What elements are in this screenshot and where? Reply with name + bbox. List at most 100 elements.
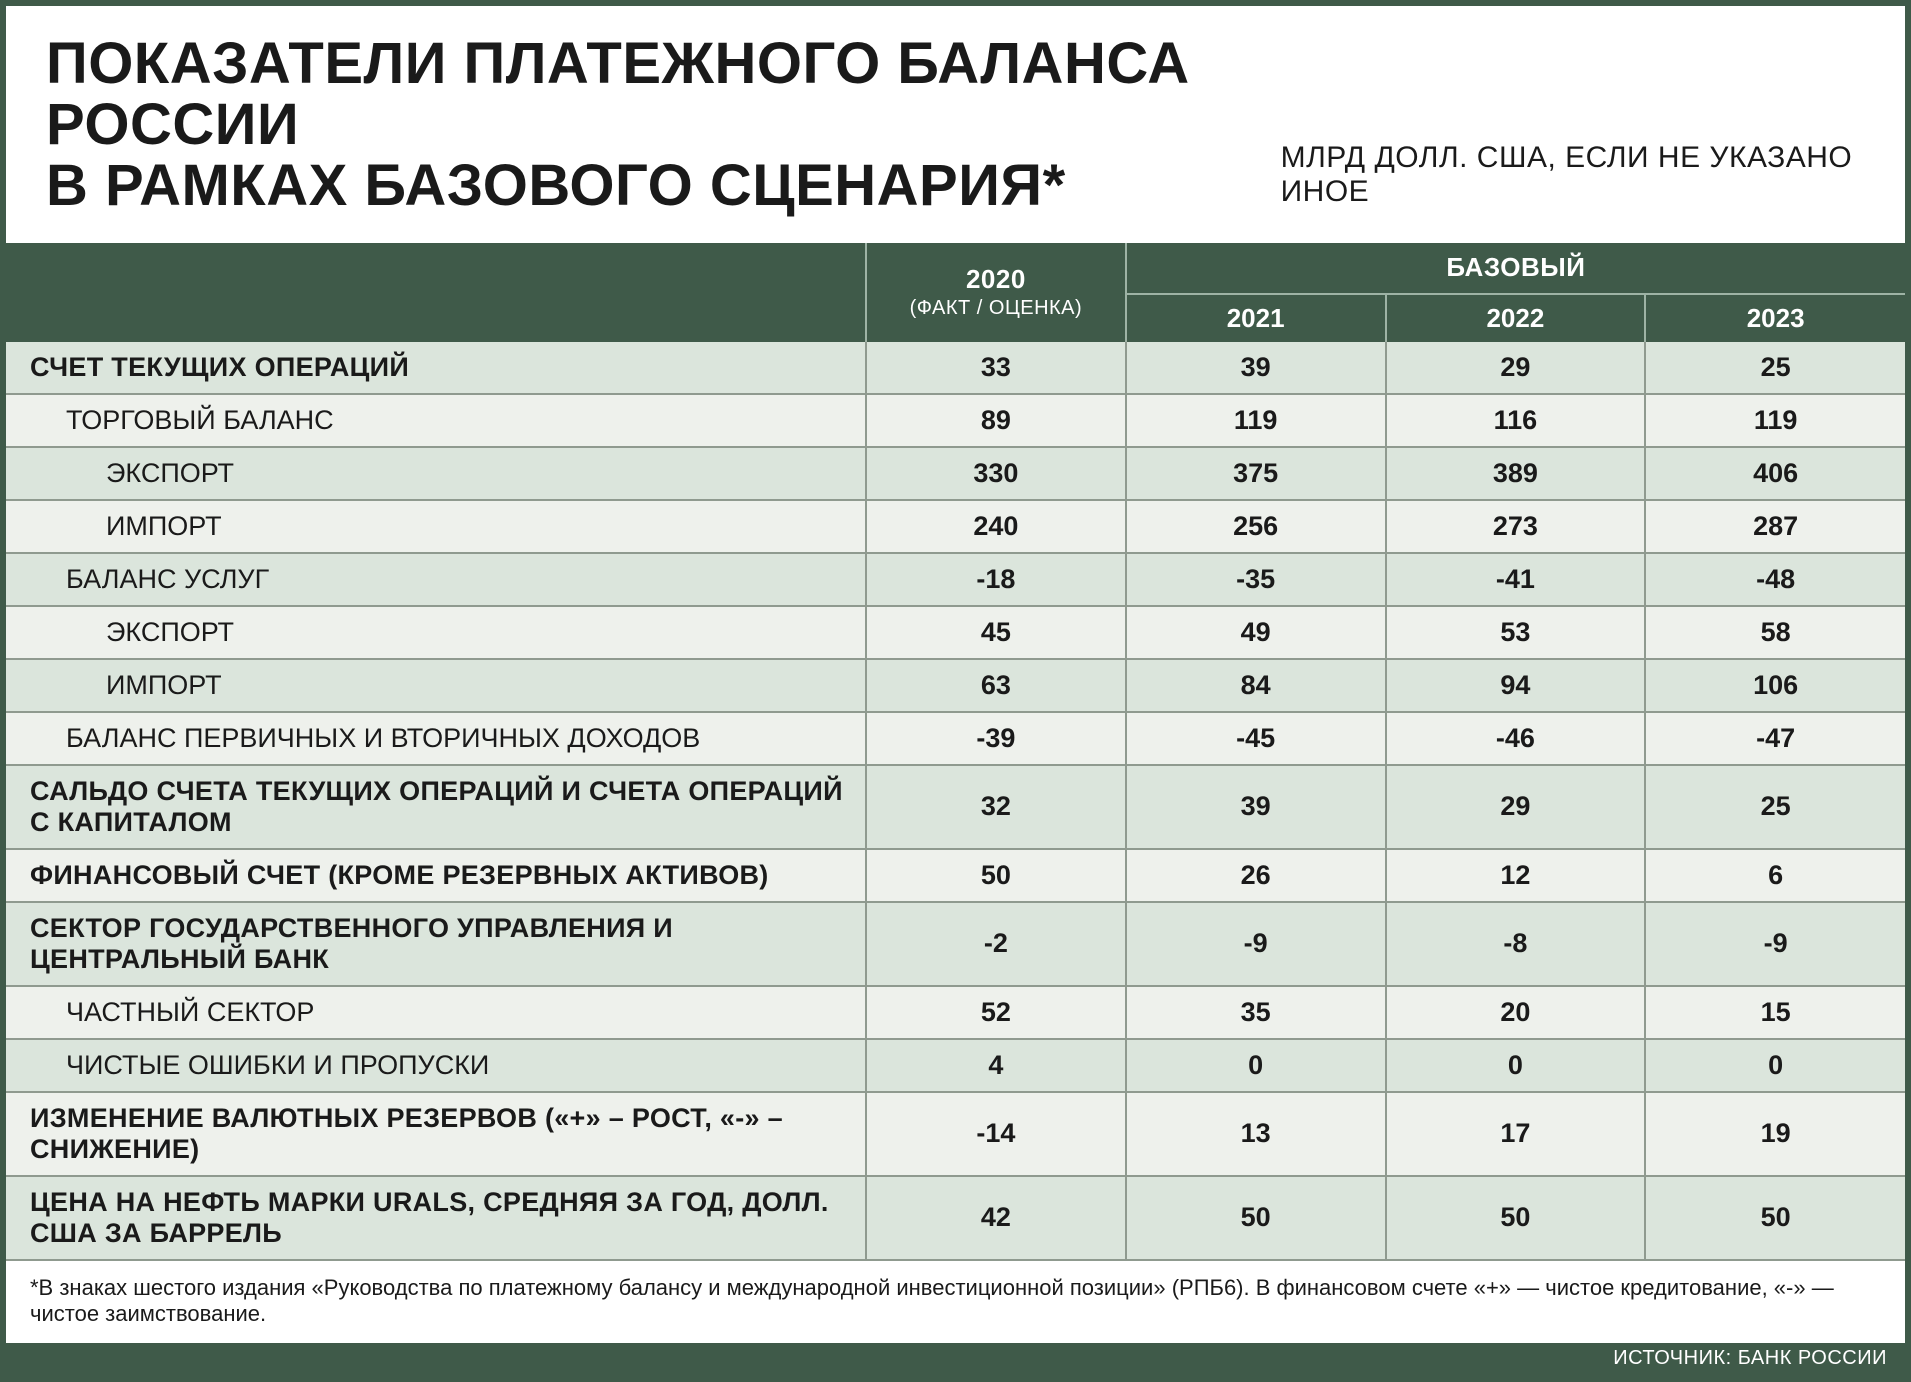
cell-value: -14 [866, 1092, 1126, 1176]
col-base: БАЗОВЫЙ [1126, 243, 1905, 294]
cell-value: 42 [866, 1176, 1126, 1259]
cell-value: -9 [1645, 902, 1905, 986]
cell-value: 29 [1386, 342, 1646, 394]
row-label: ТОРГОВЫЙ БАЛАНС [6, 394, 866, 447]
cell-value: 0 [1645, 1039, 1905, 1092]
col-2020-label: 2020 [966, 264, 1026, 294]
cell-value: -47 [1645, 712, 1905, 765]
table-row: ЧАСТНЫЙ СЕКТОР52352015 [6, 986, 1905, 1039]
cell-value: 273 [1386, 500, 1646, 553]
table-row: ТОРГОВЫЙ БАЛАНС89119116119 [6, 394, 1905, 447]
col-2020-sub: (ФАКТ / ОЦЕНКА) [871, 297, 1121, 320]
table-row: ИЗМЕНЕНИЕ ВАЛЮТНЫХ РЕЗЕРВОВ («+» – РОСТ,… [6, 1092, 1905, 1176]
header-blank [6, 243, 866, 342]
cell-value: -9 [1126, 902, 1386, 986]
table-row: БАЛАНС УСЛУГ-18-35-41-48 [6, 553, 1905, 606]
table-frame: ПОКАЗАТЕЛИ ПЛАТЕЖНОГО БАЛАНСА РОССИИ В Р… [0, 0, 1911, 1382]
footnote: *В знаках шестого издания «Руководства п… [6, 1259, 1905, 1343]
cell-value: 25 [1645, 342, 1905, 394]
source-label: ИСТОЧНИК: БАНК РОССИИ [6, 1343, 1905, 1376]
cell-value: 89 [866, 394, 1126, 447]
table-row: ЦЕНА НА НЕФТЬ МАРКИ URALS, СРЕДНЯЯ ЗА ГО… [6, 1176, 1905, 1259]
col-2020: 2020 (ФАКТ / ОЦЕНКА) [866, 243, 1126, 342]
cell-value: 63 [866, 659, 1126, 712]
cell-value: 52 [866, 986, 1126, 1039]
cell-value: -46 [1386, 712, 1646, 765]
balance-table: 2020 (ФАКТ / ОЦЕНКА) БАЗОВЫЙ 2021 2022 2… [6, 243, 1905, 1259]
cell-value: 39 [1126, 765, 1386, 849]
cell-value: 33 [866, 342, 1126, 394]
row-label: СЕКТОР ГОСУДАРСТВЕННОГО УПРАВЛЕНИЯ И ЦЕН… [6, 902, 866, 986]
cell-value: 389 [1386, 447, 1646, 500]
row-label: ЦЕНА НА НЕФТЬ МАРКИ URALS, СРЕДНЯЯ ЗА ГО… [6, 1176, 866, 1259]
cell-value: -8 [1386, 902, 1646, 986]
cell-value: 330 [866, 447, 1126, 500]
cell-value: 256 [1126, 500, 1386, 553]
row-label: ФИНАНСОВЫЙ СЧЕТ (КРОМЕ РЕЗЕРВНЫХ АКТИВОВ… [6, 849, 866, 902]
table-row: ИМПОРТ240256273287 [6, 500, 1905, 553]
cell-value: 119 [1126, 394, 1386, 447]
cell-value: 17 [1386, 1092, 1646, 1176]
cell-value: 0 [1386, 1039, 1646, 1092]
cell-value: 406 [1645, 447, 1905, 500]
cell-value: -2 [866, 902, 1126, 986]
row-label: ИМПОРТ [6, 500, 866, 553]
table-row: ИМПОРТ638494106 [6, 659, 1905, 712]
cell-value: 119 [1645, 394, 1905, 447]
row-label: ЧАСТНЫЙ СЕКТОР [6, 986, 866, 1039]
title-line-2: В РАМКАХ БАЗОВОГО СЦЕНАРИЯ* [46, 153, 1066, 218]
cell-value: -45 [1126, 712, 1386, 765]
cell-value: 106 [1645, 659, 1905, 712]
row-label: ЭКСПОРТ [6, 447, 866, 500]
header: ПОКАЗАТЕЛИ ПЛАТЕЖНОГО БАЛАНСА РОССИИ В Р… [6, 6, 1905, 243]
table-row: СЕКТОР ГОСУДАРСТВЕННОГО УПРАВЛЕНИЯ И ЦЕН… [6, 902, 1905, 986]
cell-value: 39 [1126, 342, 1386, 394]
cell-value: 49 [1126, 606, 1386, 659]
table-row: ЭКСПОРТ330375389406 [6, 447, 1905, 500]
cell-value: 35 [1126, 986, 1386, 1039]
cell-value: 15 [1645, 986, 1905, 1039]
cell-value: 25 [1645, 765, 1905, 849]
cell-value: 20 [1386, 986, 1646, 1039]
cell-value: -18 [866, 553, 1126, 606]
row-label: ИЗМЕНЕНИЕ ВАЛЮТНЫХ РЕЗЕРВОВ («+» – РОСТ,… [6, 1092, 866, 1176]
col-2023: 2023 [1645, 294, 1905, 342]
page-title: ПОКАЗАТЕЛИ ПЛАТЕЖНОГО БАЛАНСА РОССИИ В Р… [46, 34, 1281, 217]
row-label: ЭКСПОРТ [6, 606, 866, 659]
col-2022: 2022 [1386, 294, 1646, 342]
cell-value: 32 [866, 765, 1126, 849]
cell-value: 50 [866, 849, 1126, 902]
title-line-1: ПОКАЗАТЕЛИ ПЛАТЕЖНОГО БАЛАНСА РОССИИ [46, 31, 1190, 157]
cell-value: 116 [1386, 394, 1646, 447]
cell-value: 19 [1645, 1092, 1905, 1176]
cell-value: 50 [1645, 1176, 1905, 1259]
row-label: ИМПОРТ [6, 659, 866, 712]
table-row: САЛЬДО СЧЕТА ТЕКУЩИХ ОПЕРАЦИЙ И СЧЕТА ОП… [6, 765, 1905, 849]
cell-value: 50 [1386, 1176, 1646, 1259]
table-row: ФИНАНСОВЫЙ СЧЕТ (КРОМЕ РЕЗЕРВНЫХ АКТИВОВ… [6, 849, 1905, 902]
cell-value: 12 [1386, 849, 1646, 902]
cell-value: -48 [1645, 553, 1905, 606]
table-row: БАЛАНС ПЕРВИЧНЫХ И ВТОРИЧНЫХ ДОХОДОВ-39-… [6, 712, 1905, 765]
row-label: СЧЕТ ТЕКУЩИХ ОПЕРАЦИЙ [6, 342, 866, 394]
cell-value: 94 [1386, 659, 1646, 712]
row-label: САЛЬДО СЧЕТА ТЕКУЩИХ ОПЕРАЦИЙ И СЧЕТА ОП… [6, 765, 866, 849]
cell-value: 13 [1126, 1092, 1386, 1176]
table-row: ЭКСПОРТ45495358 [6, 606, 1905, 659]
cell-value: 4 [866, 1039, 1126, 1092]
table-row: ЧИСТЫЕ ОШИБКИ И ПРОПУСКИ4000 [6, 1039, 1905, 1092]
col-2021: 2021 [1126, 294, 1386, 342]
cell-value: 58 [1645, 606, 1905, 659]
cell-value: -39 [866, 712, 1126, 765]
cell-value: 53 [1386, 606, 1646, 659]
cell-value: 240 [866, 500, 1126, 553]
cell-value: 45 [866, 606, 1126, 659]
cell-value: 6 [1645, 849, 1905, 902]
row-label: БАЛАНС УСЛУГ [6, 553, 866, 606]
cell-value: 50 [1126, 1176, 1386, 1259]
units-label: МЛРД ДОЛЛ. США, ЕСЛИ НЕ УКАЗАНО ИНОЕ [1281, 141, 1865, 217]
cell-value: -35 [1126, 553, 1386, 606]
row-label: ЧИСТЫЕ ОШИБКИ И ПРОПУСКИ [6, 1039, 866, 1092]
cell-value: 26 [1126, 849, 1386, 902]
cell-value: 29 [1386, 765, 1646, 849]
